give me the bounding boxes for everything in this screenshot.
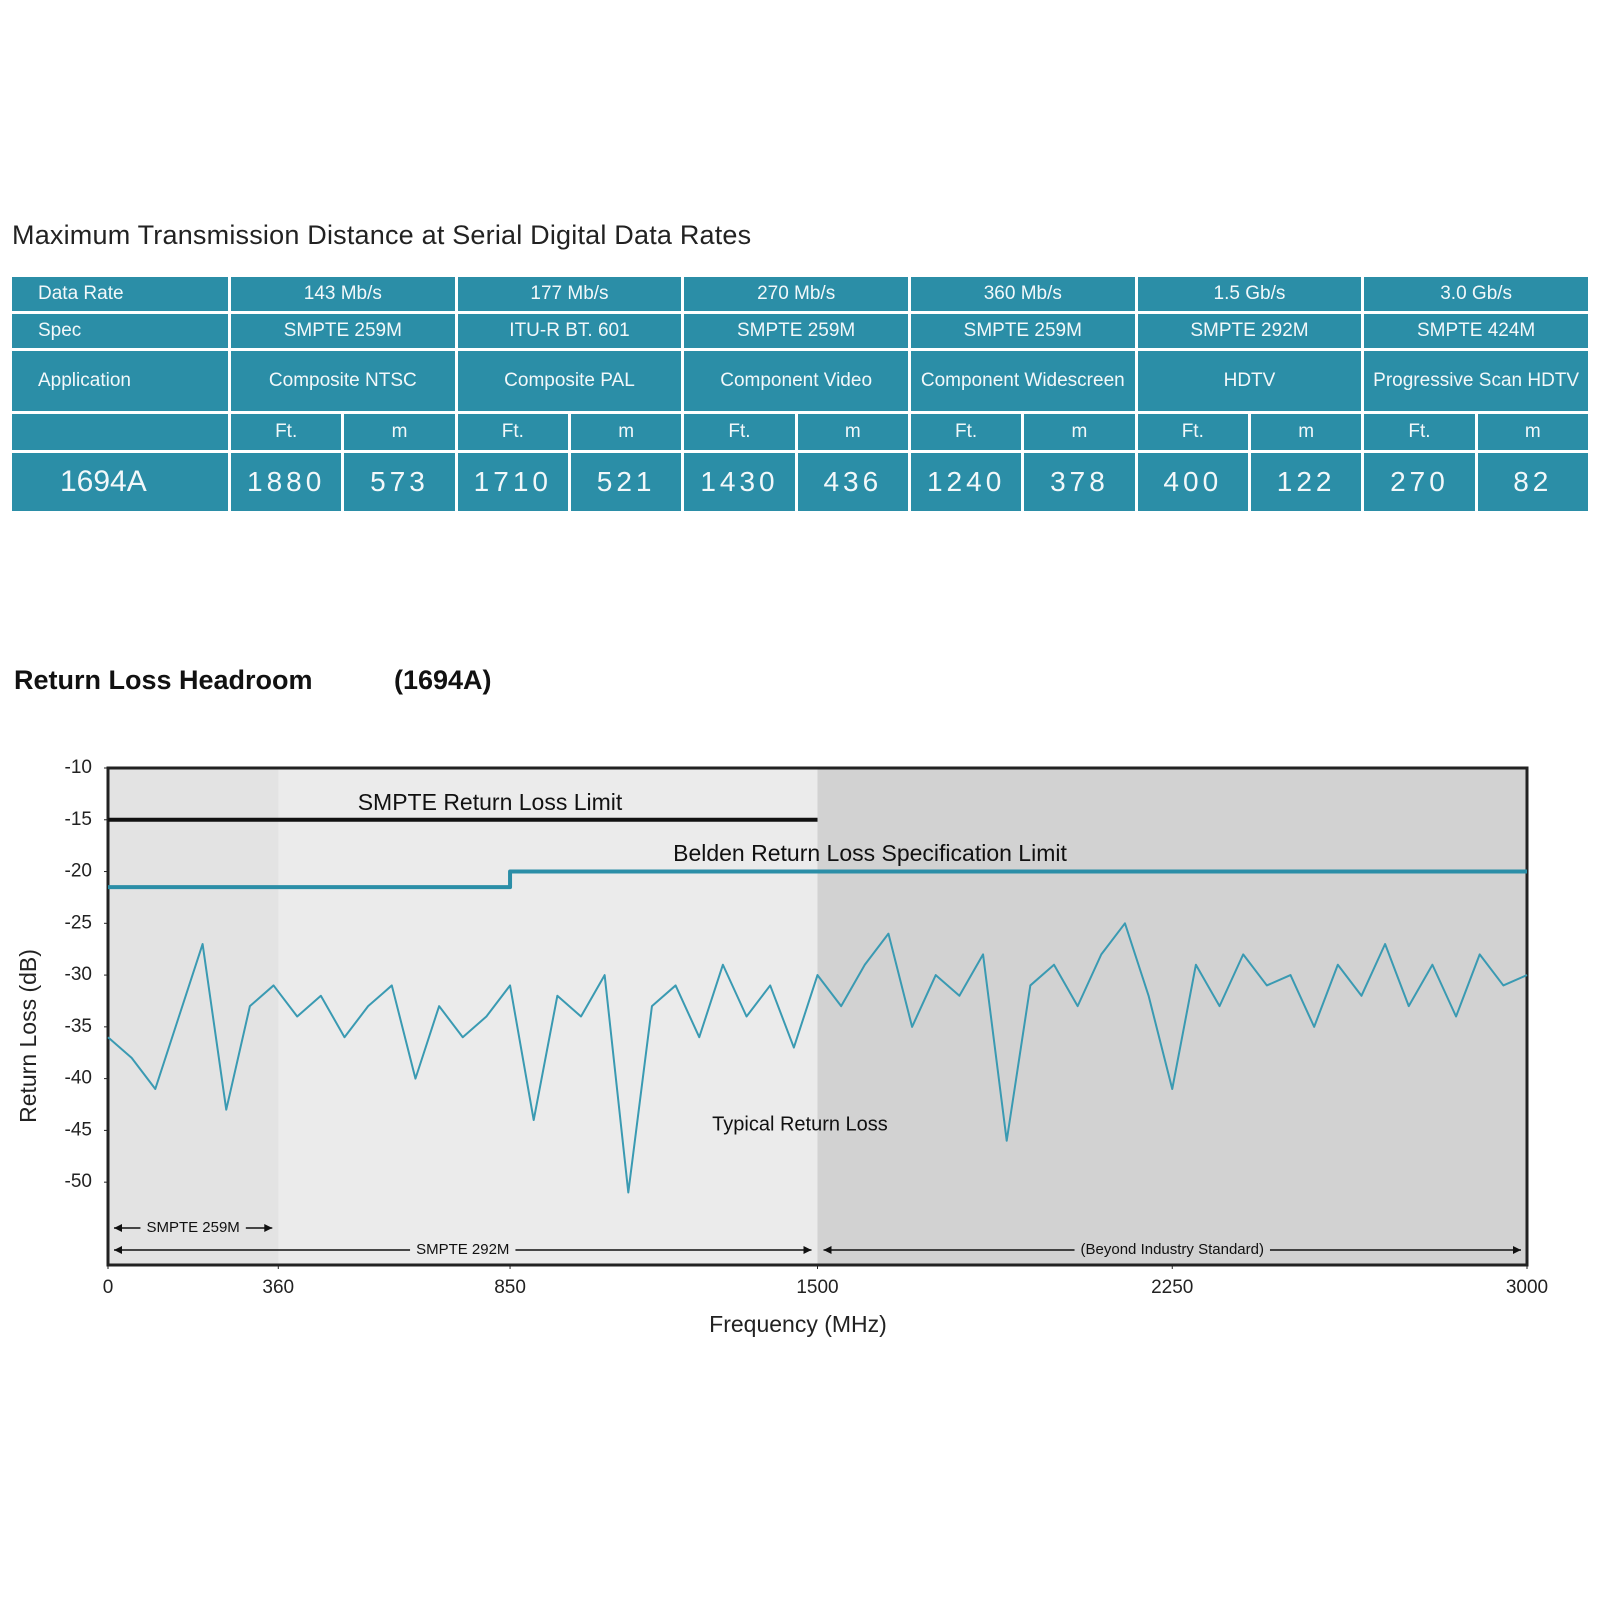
header-cell: 3.0 Gb/s	[1364, 277, 1588, 311]
header-row: Application Composite NTSC Composite PAL Co…	[12, 351, 1588, 411]
x-axis-label: Frequency (MHz)	[709, 1311, 887, 1337]
x-tick-label: 0	[103, 1277, 114, 1298]
region-label: SMPTE 292M	[416, 1241, 509, 1258]
distance-cell: 378	[1024, 453, 1135, 511]
unit-cell: m	[797, 414, 908, 450]
header-cell: 143 Mb/s	[231, 277, 455, 311]
unit-cell: m	[1477, 414, 1588, 450]
chart-subtitle: (1694A)	[394, 665, 492, 695]
header-cell: Component Widescreen	[910, 351, 1135, 411]
distance-cell: 1430	[684, 453, 795, 511]
row-label: 1694A	[12, 453, 228, 511]
x-tick-label: 2250	[1151, 1277, 1193, 1298]
y-tick-label: -25	[65, 912, 92, 933]
blank-cell	[12, 414, 228, 450]
unit-cell: Ft.	[1137, 414, 1248, 450]
y-axis-label: Return Loss (dB)	[15, 949, 41, 1123]
header-row: Data Rate 143 Mb/s 177 Mb/s 270 Mb/s 360 Mb/…	[12, 277, 1588, 311]
series-line	[107, 922, 1528, 1194]
header-cell: 360 Mb/s	[910, 277, 1135, 311]
unit-cell: Ft.	[457, 414, 568, 450]
region-label-bg	[140, 1218, 246, 1236]
y-tick-label: -40	[65, 1068, 92, 1089]
chart-title: Return Loss Headroom	[14, 665, 313, 695]
x-tick-label: 3000	[1506, 1277, 1548, 1298]
x-tick-label: 360	[262, 1277, 294, 1298]
series-label: Belden Return Loss Specification Limit	[673, 840, 1067, 866]
unit-row: Ft. m Ft. m Ft. m Ft. m Ft. m Ft. m	[12, 414, 1588, 450]
unit-cell: Ft.	[684, 414, 795, 450]
header-cell: Composite PAL	[457, 351, 682, 411]
unit-cell: m	[1250, 414, 1362, 450]
x-tick-label: 850	[494, 1277, 526, 1298]
header-row: Spec SMPTE 259M ITU-R BT. 601 SMPTE 259M SMP…	[12, 314, 1588, 348]
unit-cell: m	[1024, 414, 1135, 450]
region-label: SMPTE 259M	[146, 1219, 239, 1236]
header-cell: SMPTE 259M	[684, 314, 908, 348]
distance-cell: 270	[1364, 453, 1475, 511]
header-cell: SMPTE 259M	[231, 314, 455, 348]
distance-cell: 400	[1137, 453, 1248, 511]
header-cell: 270 Mb/s	[684, 277, 908, 311]
header-cell: 177 Mb/s	[457, 277, 682, 311]
header-cell: HDTV	[1137, 351, 1362, 411]
series-label: Typical Return Loss	[712, 1113, 888, 1135]
distance-cell: 82	[1477, 453, 1588, 511]
region	[817, 768, 1527, 1265]
region-label-bg	[410, 1240, 516, 1258]
header-cell: SMPTE 424M	[1364, 314, 1588, 348]
header-cell: Component Video	[684, 351, 908, 411]
region	[108, 768, 279, 1265]
unit-cell: Ft.	[910, 414, 1022, 450]
header-cell: SMPTE 259M	[910, 314, 1135, 348]
row-label: Spec	[12, 314, 228, 348]
header-cell: Composite NTSC	[231, 351, 455, 411]
y-tick-label: -30	[65, 964, 92, 985]
y-tick-label: -50	[65, 1171, 92, 1192]
region-label-bg	[1074, 1240, 1270, 1258]
chart: Return Loss Headroom (1694A) Frequency (…	[14, 665, 1548, 1337]
y-tick-label: -15	[65, 809, 92, 830]
series-label: SMPTE Return Loss Limit	[358, 789, 623, 815]
row-label: Application	[12, 351, 228, 411]
header-cell: 1.5 Gb/s	[1137, 277, 1362, 311]
distance-cell: 1880	[231, 453, 342, 511]
region-label: (Beyond Industry Standard)	[1081, 1241, 1264, 1258]
x-tick-label: 1500	[796, 1277, 838, 1298]
table-title: Maximum Transmission Distance at Serial …	[12, 220, 752, 250]
unit-cell: Ft.	[1364, 414, 1475, 450]
data-row: 1694A 1880 573 1710 521 1430 436 1240 378 400 122 2…	[12, 453, 1588, 511]
header-cell: ITU-R BT. 601	[457, 314, 682, 348]
unit-cell: Ft.	[231, 414, 342, 450]
header-cell: SMPTE 292M	[1137, 314, 1362, 348]
distance-table: Data Rate 143 Mb/s 177 Mb/s 270 Mb/s 360 Mb/…	[9, 274, 1591, 514]
y-tick-label: -35	[65, 1016, 92, 1037]
distance-cell: 1240	[910, 453, 1022, 511]
y-tick-label: -20	[65, 861, 92, 882]
header-cell: Progressive Scan HDTV	[1364, 351, 1588, 411]
distance-cell: 1710	[457, 453, 568, 511]
row-label: Data Rate	[12, 277, 228, 311]
distance-cell: 436	[797, 453, 908, 511]
y-tick-label: -10	[65, 757, 92, 778]
unit-cell: m	[344, 414, 455, 450]
unit-cell: m	[570, 414, 682, 450]
y-tick-label: -45	[65, 1119, 92, 1140]
series-line	[108, 869, 1527, 890]
distance-cell: 521	[570, 453, 682, 511]
distance-cell: 573	[344, 453, 455, 511]
distance-cell: 122	[1250, 453, 1362, 511]
